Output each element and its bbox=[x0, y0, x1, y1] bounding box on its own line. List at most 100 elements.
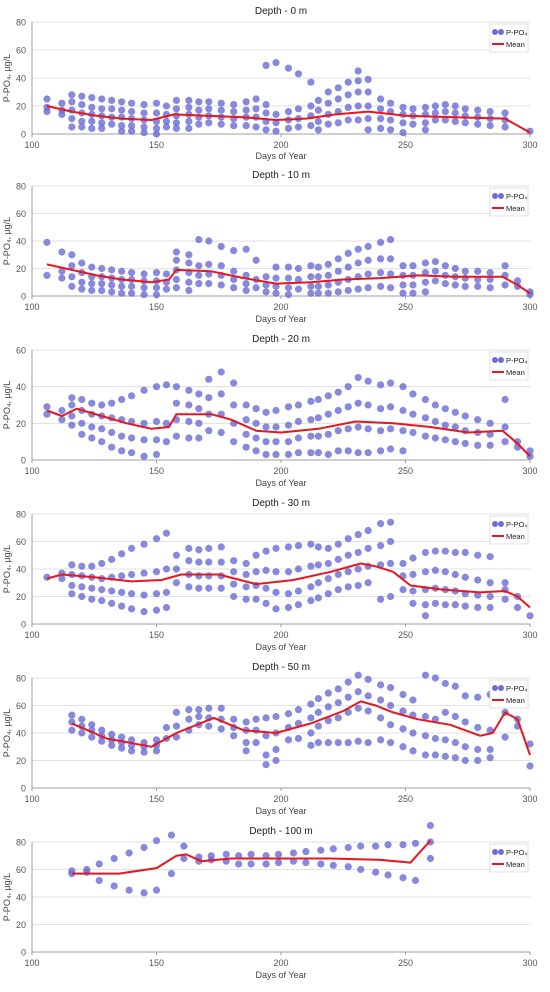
data-point bbox=[152, 109, 161, 117]
data-point bbox=[364, 270, 372, 278]
data-point bbox=[421, 395, 430, 404]
x-tick-label: 100 bbox=[24, 630, 39, 640]
data-point bbox=[152, 568, 161, 576]
data-point bbox=[128, 108, 136, 116]
data-point bbox=[409, 120, 417, 128]
data-point bbox=[217, 120, 225, 128]
data-point bbox=[307, 700, 315, 708]
legend-point-marker bbox=[498, 29, 504, 35]
data-point bbox=[152, 99, 161, 107]
data-point bbox=[118, 127, 126, 135]
data-point bbox=[334, 586, 342, 594]
data-point bbox=[88, 117, 96, 125]
data-point bbox=[501, 438, 509, 446]
data-point bbox=[354, 581, 362, 590]
legend-point-marker bbox=[498, 193, 504, 199]
data-point bbox=[431, 599, 439, 607]
data-point bbox=[217, 543, 225, 551]
data-point bbox=[364, 579, 372, 587]
data-point bbox=[486, 745, 494, 754]
legend-point-marker bbox=[492, 685, 498, 691]
data-point bbox=[272, 423, 280, 431]
data-point bbox=[399, 406, 407, 415]
mean-line bbox=[71, 700, 531, 756]
x-axis-label: Days of Year bbox=[255, 806, 306, 816]
data-point bbox=[461, 412, 469, 420]
data-point bbox=[205, 280, 213, 288]
data-point bbox=[451, 117, 459, 125]
data-point bbox=[78, 583, 86, 591]
x-tick-label: 200 bbox=[273, 794, 288, 804]
data-point bbox=[247, 860, 255, 868]
data-point bbox=[344, 693, 352, 701]
data-point bbox=[167, 831, 176, 839]
data-point bbox=[272, 110, 280, 118]
data-point bbox=[431, 674, 439, 682]
data-point bbox=[78, 92, 86, 100]
data-point bbox=[354, 373, 362, 382]
data-point bbox=[172, 96, 181, 104]
data-point bbox=[272, 544, 280, 552]
data-point bbox=[399, 725, 407, 733]
data-point bbox=[205, 427, 213, 435]
legend-points-label: P-PO₄ bbox=[506, 356, 527, 365]
data-point bbox=[140, 452, 148, 460]
x-axis-label: Days of Year bbox=[255, 642, 306, 652]
data-point bbox=[399, 289, 407, 297]
data-point bbox=[78, 101, 86, 109]
data-point bbox=[324, 99, 332, 107]
data-point bbox=[441, 421, 449, 429]
data-point bbox=[372, 842, 380, 850]
data-point bbox=[272, 274, 280, 282]
data-point bbox=[386, 255, 395, 263]
data-point bbox=[409, 696, 417, 704]
data-point bbox=[128, 289, 136, 297]
data-point bbox=[88, 124, 96, 132]
data-point bbox=[262, 566, 270, 574]
x-tick-label: 300 bbox=[522, 302, 537, 312]
data-point bbox=[377, 696, 385, 704]
data-point bbox=[230, 101, 238, 109]
data-point bbox=[284, 403, 293, 411]
y-tick-label: 40 bbox=[16, 382, 26, 392]
data-point bbox=[344, 739, 352, 747]
data-point bbox=[474, 267, 482, 275]
data-point bbox=[152, 535, 161, 543]
data-point bbox=[172, 124, 181, 132]
data-point bbox=[314, 126, 322, 134]
legend-point-marker bbox=[498, 521, 504, 527]
data-point bbox=[262, 101, 270, 109]
data-point bbox=[162, 565, 171, 573]
data-point bbox=[284, 263, 293, 271]
data-point bbox=[242, 271, 250, 279]
data-point bbox=[461, 548, 469, 557]
data-point bbox=[399, 743, 407, 751]
x-tick-label: 100 bbox=[24, 466, 39, 476]
data-point bbox=[357, 865, 365, 874]
data-point bbox=[185, 103, 193, 111]
data-point bbox=[431, 434, 439, 442]
data-point bbox=[272, 282, 280, 290]
data-point bbox=[252, 447, 260, 455]
data-point bbox=[377, 105, 385, 113]
data-point bbox=[230, 438, 238, 446]
data-point bbox=[128, 570, 136, 579]
data-point bbox=[344, 551, 352, 559]
data-point bbox=[344, 843, 352, 852]
data-point bbox=[128, 434, 136, 442]
data-point bbox=[195, 572, 203, 580]
data-point bbox=[152, 130, 161, 138]
data-point bbox=[294, 734, 303, 743]
data-point bbox=[262, 584, 270, 592]
data-point bbox=[354, 704, 362, 712]
data-point bbox=[486, 603, 494, 612]
data-point bbox=[354, 449, 362, 457]
data-point bbox=[334, 388, 342, 396]
data-point bbox=[421, 612, 430, 620]
data-point bbox=[172, 119, 181, 127]
data-point bbox=[421, 568, 430, 576]
data-point bbox=[242, 443, 250, 451]
data-point bbox=[314, 579, 322, 587]
data-point bbox=[334, 267, 342, 275]
data-point bbox=[302, 848, 310, 856]
